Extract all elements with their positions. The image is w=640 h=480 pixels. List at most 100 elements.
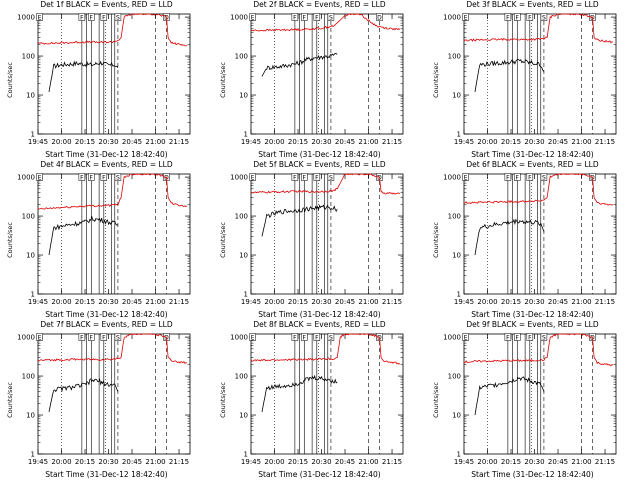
detector-panel: Det 1f BLACK = Events, RED = LLD Start Ti…: [0, 0, 213, 160]
x-tick-label: 20:00: [477, 298, 497, 306]
x-tick-label: 21:15: [382, 298, 402, 306]
y-tick-label: 1000: [230, 14, 248, 22]
event-marker-box: [249, 333, 256, 341]
event-marker-box: [526, 13, 534, 21]
series-line-red: [250, 13, 401, 32]
event-marker-box: [526, 173, 534, 181]
panel-plot: 1 10 100 1000 19:45 20:00 20:15 20:30 20:45 21:00…: [17, 13, 191, 146]
x-tick-label: 20:00: [51, 298, 71, 306]
x-tick-label: 21:15: [595, 138, 615, 146]
event-marker-box: [514, 173, 521, 181]
event-marker-box: [327, 13, 335, 21]
event-marker-label: F: [516, 15, 520, 22]
event-marker-box: [291, 333, 299, 341]
panel-plot: 1 10 100 1000 19:45 20:00 20:15 20:30 20:45 21:00…: [17, 173, 191, 306]
event-marker-box: [114, 333, 122, 341]
event-marker-box: [78, 173, 86, 181]
y-tick-label: 100: [235, 53, 248, 61]
y-tick-label: 1000: [230, 334, 248, 342]
x-tick-label: 21:00: [571, 138, 591, 146]
series-line-black: [261, 52, 338, 77]
y-tick-label: 1: [244, 451, 248, 459]
event-marker-label: E: [38, 15, 42, 22]
y-tick-label: 1: [31, 451, 35, 459]
panel-plot: 1 10 100 1000 19:45 20:00 20:15 20:30 20:45 21:00…: [443, 13, 617, 146]
detector-panel: Det 4f BLACK = Events, RED = LLD Start Ti…: [0, 160, 213, 320]
event-marker-box: [327, 333, 335, 341]
x-tick-label: 20:45: [548, 458, 568, 466]
x-tick-label: 21:00: [358, 138, 378, 146]
y-tick-label: 100: [235, 213, 248, 221]
event-marker-box: [376, 13, 383, 21]
event-marker-label: F: [506, 175, 510, 182]
event-marker-box: [249, 13, 256, 21]
event-marker-box: [36, 333, 43, 341]
y-tick-label: 1: [457, 131, 461, 139]
series-line-black: [474, 376, 545, 416]
event-marker-box: [291, 13, 299, 21]
x-tick-label: 20:15: [75, 138, 95, 146]
panel-title: Det 1f BLACK = Events, RED = LLD: [40, 0, 173, 9]
y-tick-label: 10: [26, 252, 35, 260]
x-tick-label: 21:00: [358, 298, 378, 306]
panel-title: Det 6f BLACK = Events, RED = LLD: [466, 160, 599, 169]
event-marker-label: F: [80, 15, 84, 22]
y-tick-label: 10: [26, 412, 35, 420]
event-marker-label: S: [329, 335, 333, 342]
x-tick-label: 21:15: [169, 458, 189, 466]
y-tick-label: 1: [457, 291, 461, 299]
x-tick-label: 21:00: [145, 298, 165, 306]
x-tick-label: 20:30: [98, 298, 118, 306]
x-tick-label: 20:30: [311, 298, 331, 306]
event-marker-label: F: [528, 335, 532, 342]
x-tick-label: 21:00: [571, 458, 591, 466]
panel-plot: 1 10 100 1000 19:45 20:00 20:15 20:30 20:45 21:00…: [230, 173, 404, 306]
event-marker-label: F: [80, 175, 84, 182]
event-marker-label: E: [251, 15, 255, 22]
event-marker-box: [100, 13, 108, 21]
event-marker-label: F: [315, 15, 319, 22]
event-marker-label: E: [464, 175, 468, 182]
series-line-black: [474, 58, 545, 92]
x-tick-label: 20:45: [335, 138, 355, 146]
event-marker-box: [114, 173, 122, 181]
event-marker-label: F: [80, 335, 84, 342]
x-tick-label: 20:00: [51, 138, 71, 146]
panel-title: Det 4f BLACK = Events, RED = LLD: [40, 160, 173, 169]
event-marker-label: F: [303, 15, 307, 22]
event-marker-label: F: [528, 175, 532, 182]
x-tick-label: 20:00: [264, 298, 284, 306]
event-marker-box: [313, 13, 321, 21]
x-tick-label: 21:15: [382, 458, 402, 466]
x-tick-label: 20:00: [51, 458, 71, 466]
series-line-black: [48, 215, 119, 256]
y-tick-label: 10: [452, 252, 461, 260]
event-marker-label: E: [251, 335, 255, 342]
x-tick-label: 21:15: [169, 138, 189, 146]
x-tick-label: 20:00: [264, 138, 284, 146]
event-marker-label: F: [102, 335, 106, 342]
event-marker-box: [504, 173, 512, 181]
detector-panel: Det 5f BLACK = Events, RED = LLD Start Ti…: [213, 160, 426, 320]
x-tick-label: 21:15: [382, 138, 402, 146]
x-tick-label: 20:30: [524, 138, 544, 146]
y-tick-label: 1000: [17, 174, 35, 182]
x-tick-label: 19:45: [28, 458, 48, 466]
event-marker-box: [526, 333, 534, 341]
x-tick-label: 20:15: [75, 298, 95, 306]
event-marker-box: [114, 13, 122, 21]
y-tick-label: 1000: [17, 334, 35, 342]
event-marker-label: D: [377, 15, 382, 22]
plot-frame: [37, 333, 191, 455]
series-line-red: [37, 173, 188, 210]
series-line-black: [261, 374, 338, 412]
event-marker-box: [36, 173, 43, 181]
event-marker-label: E: [464, 15, 468, 22]
series-line-red: [464, 13, 613, 44]
x-tick-label: 21:00: [358, 458, 378, 466]
event-marker-label: F: [516, 175, 520, 182]
plot-frame: [250, 173, 404, 295]
plot-frame: [463, 13, 617, 135]
x-axis-label: Start Time (31-Dec-12 18:42:40): [471, 150, 594, 159]
